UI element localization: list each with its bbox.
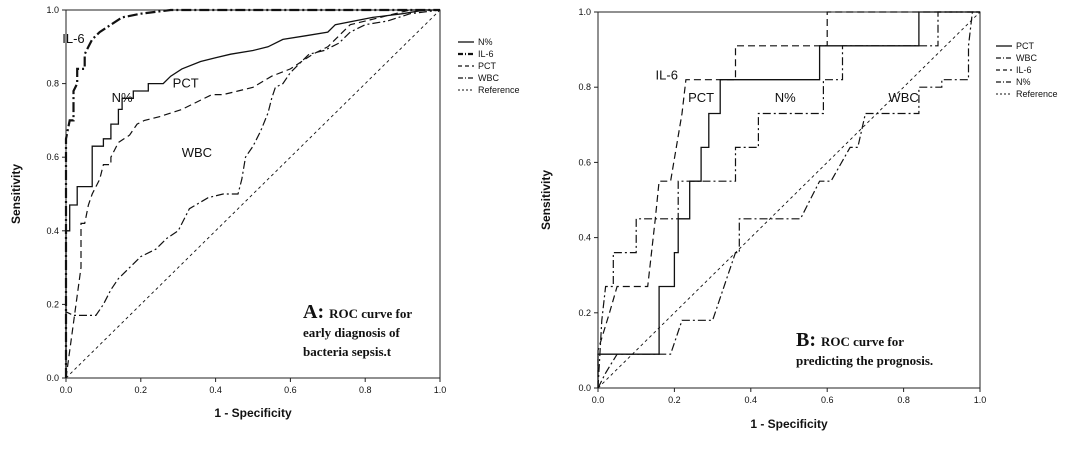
- y-tick-label: 0.6: [578, 157, 591, 167]
- legend-label: PCT: [1016, 41, 1035, 51]
- x-tick-label: 0.0: [592, 395, 605, 405]
- curve-label: IL-6: [62, 31, 84, 46]
- legend-label: N%: [478, 37, 493, 47]
- y-tick-label: 0.2: [46, 299, 59, 309]
- roc-panel-b: 0.0 0.0 0.2 0.2 0.4 0.4 0.6 0.6 0.8 0.8 1.0 1.0 1 - …: [540, 0, 1080, 452]
- x-axis-label: 1 - Specificity: [750, 417, 828, 431]
- y-tick-label: 0.0: [578, 383, 591, 393]
- x-tick-label: 0.2: [135, 385, 148, 395]
- legend-label: IL-6: [478, 49, 494, 59]
- legend-label: PCT: [478, 61, 497, 71]
- series-line-pct: [597, 11, 980, 388]
- legend-label: Reference: [1016, 89, 1058, 99]
- x-tick-label: 0.0: [60, 385, 73, 395]
- legend-label: WBC: [478, 73, 499, 83]
- annotation-line: bacteria sepsis.t: [303, 344, 392, 359]
- y-tick-label: 0.8: [578, 82, 591, 92]
- x-tick-label: 0.8: [359, 385, 372, 395]
- y-tick-label: 1.0: [578, 7, 591, 17]
- x-tick-label: 1.0: [434, 385, 447, 395]
- curve-label: WBC: [182, 145, 212, 160]
- y-tick-label: 0.0: [46, 373, 59, 383]
- series-line-reference: [65, 9, 441, 379]
- legend-label: IL-6: [1016, 65, 1032, 75]
- curve-label: N%: [775, 90, 796, 105]
- x-tick-label: 0.4: [745, 395, 758, 405]
- roc-chart-b: 0.00.0 0.2 0.2 0.4 0.4 0.6 0.6 0.8 0.8 1.0 1.0 1 - …: [540, 7, 1058, 431]
- y-tick-label: 0.2: [578, 308, 591, 318]
- x-tick-label: 1.0: [974, 395, 987, 405]
- x-tick-label: 0.8: [897, 395, 910, 405]
- curve-label: N%: [112, 90, 133, 105]
- chart-annotation: B: ROC curve for predicting the prognosis.: [796, 329, 933, 368]
- roc-panel-a: 0.0 0.0 0.2 0.2 0.4 0.4 0.6 0.6 0.8 0.8 1.0 1.0 1 - …: [9, 5, 520, 420]
- annotation-letter: A:: [303, 301, 324, 323]
- y-tick-label: 0.4: [578, 233, 591, 243]
- y-tick-label: 1.0: [46, 5, 59, 15]
- chart-annotation: A: ROC curve for early diagnosis of bacteri…: [303, 301, 412, 359]
- series-line-wbc: [597, 11, 980, 389]
- annotation-line: predicting the prognosis.: [796, 353, 933, 368]
- series-line-n-: [597, 11, 980, 389]
- legend-label: WBC: [1016, 53, 1037, 63]
- curve-label: PCT: [173, 75, 199, 90]
- curve-label: IL-6: [656, 68, 678, 83]
- curve-label: WBC: [888, 90, 918, 105]
- x-tick-label: 0.2: [668, 395, 681, 405]
- x-axis-label: 1 - Specificity: [214, 406, 292, 420]
- x-tick-label: 0.4: [209, 385, 222, 395]
- legend-label: N%: [1016, 77, 1031, 87]
- series-line-reference: [597, 11, 981, 389]
- y-axis-label: Sensitivity: [540, 170, 553, 230]
- series-line-n-: [65, 9, 440, 378]
- series-line-il-6: [597, 11, 980, 388]
- roc-chart-a: 0.00.0 0.2 0.2 0.4 0.4 0.6 0.6 0.8 0.8 1.0 1.0 1 - …: [9, 5, 520, 420]
- series-line-wbc: [65, 9, 441, 378]
- annotation-line: ROC curve for: [329, 306, 412, 321]
- annotation-line: early diagnosis of: [303, 325, 400, 340]
- series-line-pct: [65, 9, 440, 379]
- annotation-first-line: B: ROC curve for: [796, 329, 904, 351]
- y-tick-label: 0.8: [46, 79, 59, 89]
- annotation-letter: B:: [796, 329, 816, 351]
- x-tick-label: 0.6: [284, 385, 297, 395]
- x-tick-label: 0.6: [821, 395, 834, 405]
- annotation-first-line: A: ROC curve for: [303, 301, 412, 323]
- annotation-line: ROC curve for: [821, 334, 904, 349]
- legend-label: Reference: [478, 85, 520, 95]
- y-tick-label: 0.6: [46, 152, 59, 162]
- y-axis-label: Sensitivity: [9, 164, 23, 224]
- curve-label: PCT: [688, 90, 714, 105]
- plot-area-frame: [597, 11, 981, 389]
- y-tick-label: 0.4: [46, 226, 59, 236]
- series-line-il-6: [64, 8, 440, 378]
